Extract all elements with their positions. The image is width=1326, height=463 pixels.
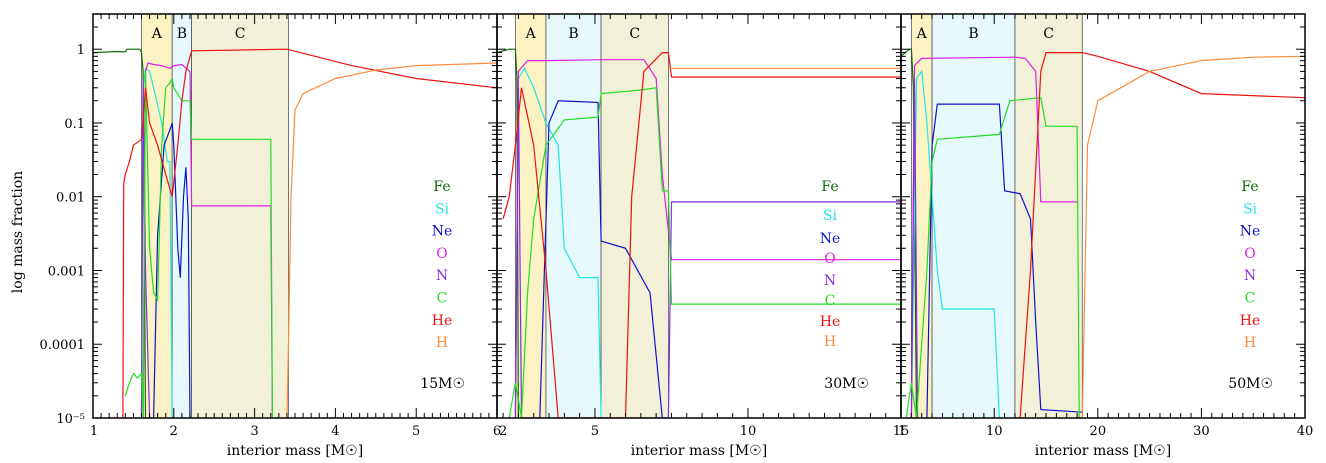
y-tick-label: 0.1 (64, 117, 85, 132)
legend-si: Si (823, 208, 838, 224)
x-axis-label: interior mass [M☉] (631, 443, 767, 459)
legend-ne: Ne (820, 231, 841, 247)
series-fe-line (93, 48, 147, 418)
zone-b-label: B (568, 26, 578, 42)
series-he-line (122, 48, 497, 418)
zone-a-label: A (151, 26, 163, 42)
series-o-line (142, 62, 273, 418)
series-si-line (514, 67, 602, 418)
x-tick-label: 1 (90, 424, 98, 439)
x-tick-label: 30 (1193, 424, 1210, 439)
x-axis-label: interior mass [M☉] (227, 443, 363, 459)
x-tick-label: 6 (493, 424, 501, 439)
zone-a-band (141, 13, 173, 419)
x-tick-label: 20 (1090, 424, 1107, 439)
legend-o: O (1244, 246, 1255, 262)
legend-he: He (432, 313, 453, 329)
series-si-line (910, 69, 1000, 418)
series-ne-line (143, 122, 191, 418)
zone-c-label: C (1043, 26, 1054, 42)
y-tick-label: 0.001 (48, 264, 85, 279)
legend-ne: Ne (1240, 224, 1261, 240)
legend-n: N (436, 268, 448, 284)
y-tick-label: 0.01 (56, 191, 85, 206)
x-tick-label: 5 (591, 424, 599, 439)
series-c-line (508, 87, 901, 418)
series-o-line (514, 59, 901, 418)
legend-he: He (820, 314, 841, 330)
series-he-line (1019, 52, 1305, 418)
x-tick-label: 3 (250, 424, 258, 439)
x-tick-label: 4 (331, 424, 339, 439)
series-c-line (905, 97, 1080, 418)
progenitor-mass-label: 30M☉ (824, 376, 869, 392)
zone-b-band (545, 13, 602, 419)
zone-a-label: A (525, 26, 537, 42)
x-tick-label: 1 (898, 424, 906, 439)
y-tick-label: 0.0001 (40, 338, 86, 353)
zone-c-band (600, 13, 669, 419)
legend-h: H (1244, 335, 1256, 351)
series-ne-line (515, 100, 663, 418)
zone-c-label: C (235, 26, 246, 42)
legend-fe: Fe (821, 179, 838, 195)
series-ne-line (926, 103, 1083, 418)
legend-n: N (1244, 268, 1256, 284)
series-n-line (910, 78, 919, 418)
y-tick-label: 1 (77, 43, 85, 58)
zone-b-label: B (968, 26, 978, 42)
legend-o: O (824, 251, 835, 267)
progenitor-mass-label: 50M☉ (1228, 376, 1273, 392)
legend-fe: Fe (433, 179, 450, 195)
series-o-line (910, 56, 1078, 418)
series-h-line (1081, 55, 1305, 418)
series-he-line (502, 52, 901, 418)
x-tick-label: 10 (986, 424, 1003, 439)
legend-c: C (825, 293, 836, 309)
legend-o: O (436, 246, 447, 262)
progenitor-mass-label: 15M☉ (420, 376, 465, 392)
series-c-line (124, 71, 273, 418)
zone-a-label: A (916, 26, 928, 42)
legend-h: H (436, 335, 448, 351)
x-axis-label: interior mass [M☉] (1035, 443, 1171, 459)
legend-c: C (437, 291, 448, 307)
x-tick-label: 5 (412, 424, 420, 439)
series-h-line (286, 62, 497, 418)
series-n-line (514, 87, 901, 418)
x-tick-label: 10 (740, 424, 757, 439)
legend-h: H (824, 334, 836, 350)
y-tick-label: 10⁻⁵ (56, 412, 85, 427)
legend-si: Si (435, 201, 450, 217)
legend-n: N (824, 273, 836, 289)
y-axis-label: log mass fraction (10, 171, 26, 293)
zone-c-label: C (629, 26, 640, 42)
x-tick-label: 2 (170, 424, 178, 439)
zone-b-band (931, 13, 1016, 419)
x-tick-label: 2 (499, 424, 507, 439)
legend-fe: Fe (1241, 179, 1258, 195)
panel-frame (900, 13, 1306, 419)
zone-c-band (191, 13, 289, 419)
zone-b-label: B (177, 26, 187, 42)
x-tick-label: 15 (893, 424, 910, 439)
legend-c: C (1245, 291, 1256, 307)
zone-c-band (1014, 13, 1083, 419)
legend-he: He (1240, 313, 1261, 329)
legend-ne: Ne (432, 224, 453, 240)
legend-si: Si (1243, 201, 1258, 217)
x-tick-label: 40 (1297, 424, 1314, 439)
